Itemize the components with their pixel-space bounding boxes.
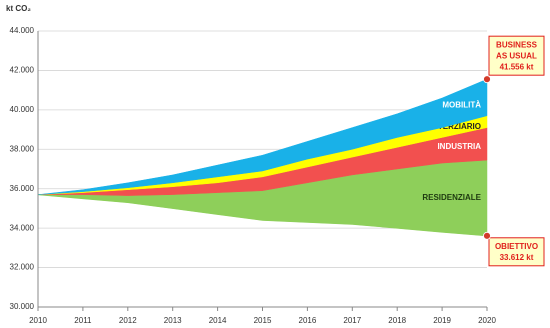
annotation-box	[488, 35, 545, 76]
y-tick-label: 40.000	[10, 105, 35, 114]
annotation-point	[483, 231, 491, 240]
y-tick-label: 44.000	[10, 26, 35, 35]
x-tick-label: 2011	[74, 316, 92, 325]
x-tick-label: 2010	[29, 316, 47, 325]
series-label: TERZIARIO	[438, 122, 481, 131]
y-tick-label: 32.000	[10, 263, 35, 272]
annotation-text: AS USUAL	[496, 51, 537, 60]
y-tick-label: 42.000	[10, 66, 35, 75]
annotation-text: 41.556 kt	[500, 62, 534, 71]
y-axis-label: kt CO₂	[6, 4, 31, 13]
annotation-text: BUSINESS	[496, 40, 538, 49]
area-band	[37, 78, 488, 195]
y-tick-label: 34.000	[10, 223, 35, 232]
annotation-point	[483, 75, 491, 84]
annotation-text: OBIETTIVO	[495, 242, 538, 251]
y-tick-label: 36.000	[10, 184, 35, 193]
x-tick-label: 2017	[343, 316, 361, 325]
x-tick-label: 2016	[299, 316, 317, 325]
annotation-box	[488, 237, 545, 267]
x-tick-label: 2014	[209, 316, 227, 325]
series-label: MOBILITÀ	[442, 100, 481, 109]
x-tick-label: 2018	[388, 316, 406, 325]
x-tick-label: 2013	[164, 316, 182, 325]
x-tick-label: 2015	[254, 316, 272, 325]
y-tick-label: 30.000	[10, 302, 35, 311]
x-tick-label: 2019	[433, 316, 451, 325]
series-label: INDUSTRIA	[437, 142, 481, 151]
x-tick-label: 2020	[478, 316, 496, 325]
y-tick-label: 38.000	[10, 144, 35, 153]
annotation-text: 33.612 kt	[500, 253, 534, 262]
x-tick-label: 2012	[119, 316, 137, 325]
series-label: RESIDENZIALE	[422, 193, 481, 202]
